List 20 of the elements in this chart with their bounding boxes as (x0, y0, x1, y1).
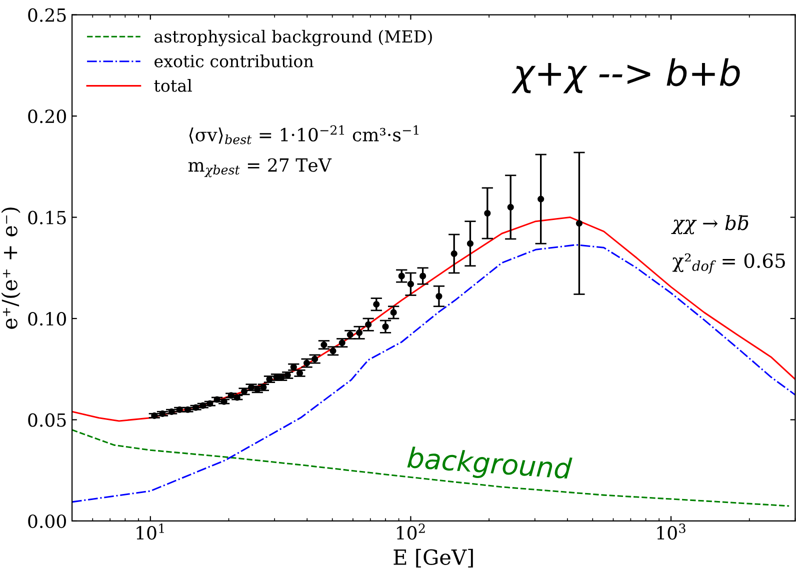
x-tick-label: 10$^{2}$ (397, 523, 425, 540)
annotation: background (406, 446, 572, 485)
y-tick-label: 0.25 (28, 8, 66, 22)
y-tick-label: 0.10 (28, 312, 66, 326)
y-tick-label: 0.05 (28, 413, 66, 427)
y-tick-label: 0.20 (28, 110, 66, 124)
x-tick-label: 10$^{1}$ (136, 523, 164, 540)
y-tick-label: 0.15 (28, 210, 66, 224)
legend-label: astrophysical background (MED) (154, 30, 432, 46)
annotation: χ²$_{dof}$ = 0.65 (672, 253, 785, 274)
x-tick-label: 10$^{3}$ (657, 523, 686, 540)
legend-label: exotic contribution (154, 54, 314, 68)
y-axis-title: e⁺/(e⁺ + e⁻) (1, 208, 20, 329)
y-tick-label: 0.00 (28, 514, 66, 528)
annotation: χ+χ --> b+b (512, 58, 740, 94)
x-axis-title: E [GeV] (394, 548, 473, 568)
annotation: χχ → bb̄ (671, 215, 748, 234)
annotation: m$_{χbest}$ = 27 TeV (188, 158, 332, 178)
legend-label: total (154, 78, 192, 92)
annotation: ⟨σv⟩$_{best}$ = 1·10$^{−21}$ cm³·s$^{−1}$ (189, 125, 418, 144)
